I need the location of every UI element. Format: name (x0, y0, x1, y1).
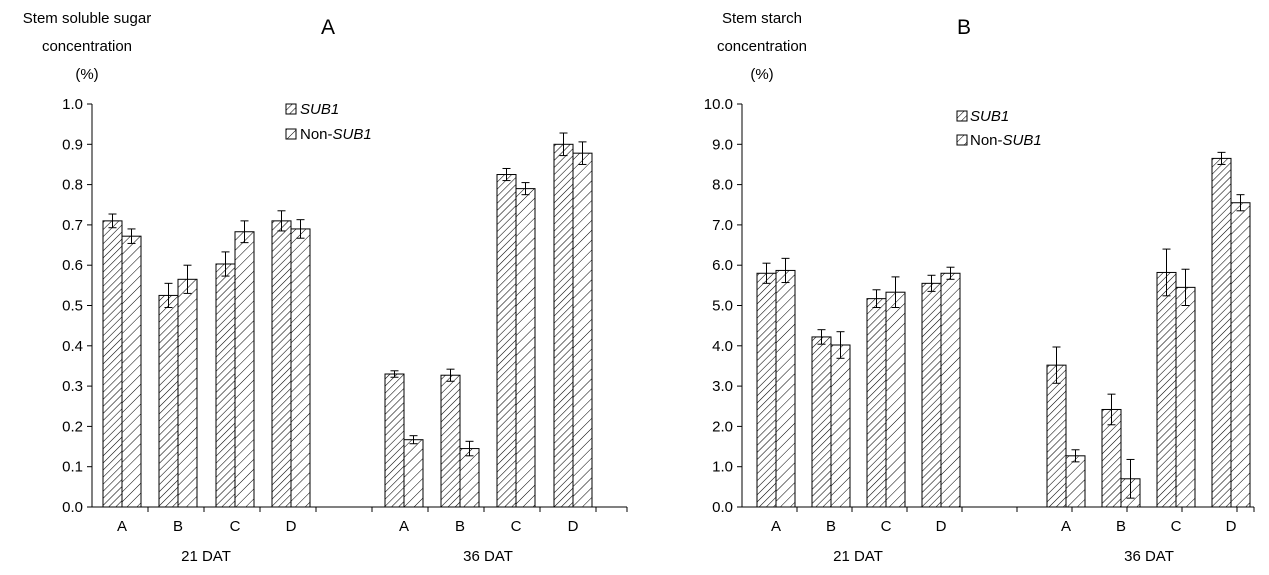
x-tick-label: A (1061, 518, 1071, 535)
x-tick-label: C (511, 518, 522, 535)
x-tick-label: D (286, 518, 297, 535)
y-tick-label: 1.0 (712, 459, 733, 476)
bar-sub1 (271, 220, 292, 508)
y-tick-label: 5.0 (712, 298, 733, 315)
legend-swatch-sub1 (956, 110, 968, 122)
bar-nonsub1 (121, 235, 142, 508)
panel-b: B Stem starch concentration (%) 0.0 1.0 2.… (704, 10, 1255, 565)
x-tick-label: C (1171, 518, 1182, 535)
x-tick-label: B (1116, 518, 1126, 535)
bar-sub1 (811, 336, 832, 508)
legend-swatch-nonsub1 (956, 134, 968, 146)
group-label: 36 DAT (1124, 548, 1174, 565)
y-axis-title-line: Stem soluble sugar (23, 10, 151, 27)
x-tick-label: C (230, 518, 241, 535)
bar-nonsub1 (1230, 202, 1251, 508)
x-tick-label: B (173, 518, 183, 535)
legend: SUB1 Non-SUB1 (956, 108, 1042, 149)
bar-nonsub1 (177, 278, 198, 508)
y-tick-label: 0.0 (712, 499, 733, 516)
y-tick-label: 8.0 (712, 177, 733, 194)
y-axis-title-line: (%) (75, 66, 98, 83)
bar-nonsub1 (940, 272, 961, 508)
legend-label-nonsub1: Non-SUB1 (300, 126, 372, 143)
legend-label-sub1: SUB1 (300, 101, 339, 118)
x-tick-label: D (936, 518, 947, 535)
x-tick-label: B (455, 518, 465, 535)
y-tick-label: 4.0 (712, 338, 733, 355)
legend-swatch-nonsub1 (285, 128, 297, 140)
y-tick-label: 0.6 (62, 257, 83, 274)
bar-sub1 (553, 143, 574, 508)
y-axis-title-line: (%) (750, 66, 773, 83)
x-tick-label: C (881, 518, 892, 535)
bar-nonsub1 (830, 344, 851, 508)
x-tick-label: A (771, 518, 781, 535)
x-tick-label: D (568, 518, 579, 535)
panel-label: A (321, 16, 335, 39)
bar-sub1 (1046, 364, 1067, 508)
y-tick-label: 1.0 (62, 96, 83, 113)
x-tick-label: A (399, 518, 409, 535)
bar-sub1 (102, 220, 123, 508)
y-tick-label: 0.8 (62, 177, 83, 194)
legend-label-sub1: SUB1 (970, 108, 1009, 125)
bar-sub1 (756, 272, 777, 508)
bar-sub1 (1211, 157, 1232, 508)
y-tick-label: 0.3 (62, 378, 83, 395)
y-tick-label: 3.0 (712, 378, 733, 395)
y-tick-label: 0.7 (62, 217, 83, 234)
bar-nonsub1 (515, 188, 536, 508)
bar-nonsub1 (885, 291, 906, 508)
panel-label: B (957, 16, 971, 39)
bar-nonsub1 (572, 152, 593, 508)
bar-nonsub1 (234, 231, 255, 508)
bar-nonsub1 (459, 448, 480, 508)
y-tick-label: 0.4 (62, 338, 83, 355)
bar-sub1 (158, 294, 179, 508)
legend-label-nonsub1: Non-SUB1 (970, 132, 1042, 149)
group-label: 36 DAT (463, 548, 513, 565)
y-tick-label: 0.1 (62, 459, 83, 476)
bar-nonsub1 (1175, 286, 1196, 508)
panel-a: A Stem soluble sugar concentration (%) 0… (23, 10, 628, 565)
bars (102, 132, 593, 508)
bar-sub1 (440, 374, 461, 508)
y-tick-label: 7.0 (712, 217, 733, 234)
bar-nonsub1 (290, 228, 311, 508)
legend: SUB1 Non-SUB1 (285, 101, 372, 143)
bar-sub1 (215, 263, 236, 508)
y-tick-label: 0.2 (62, 418, 83, 435)
y-axis-title-line: concentration (717, 38, 807, 55)
y-tick-label: 9.0 (712, 136, 733, 153)
y-tick-label: 0.5 (62, 298, 83, 315)
bar-sub1 (384, 373, 405, 508)
x-tick-label: B (826, 518, 836, 535)
y-tick-label: 0.0 (62, 499, 83, 516)
axes: 0.0 1.0 2.0 3.0 4.0 5.0 6.0 7.0 8.0 9.0 10.0 A B C D A B… (704, 96, 1255, 565)
bar-nonsub1 (403, 439, 424, 508)
bar-nonsub1 (775, 269, 796, 508)
bar-sub1 (921, 282, 942, 508)
bar-sub1 (1156, 271, 1177, 508)
legend-swatch-sub1 (285, 103, 297, 115)
bar-sub1 (496, 174, 517, 508)
y-tick-label: 2.0 (712, 418, 733, 435)
axes: 0.0 0.1 0.2 0.3 0.4 0.5 0.6 0.7 0.8 0.9 1.0 A B C D A B C… (62, 96, 628, 565)
y-tick-label: 10.0 (704, 96, 733, 113)
y-axis-title-line: concentration (42, 38, 132, 55)
y-tick-label: 6.0 (712, 257, 733, 274)
y-tick-label: 0.9 (62, 136, 83, 153)
x-tick-label: A (117, 518, 127, 535)
bar-sub1 (866, 298, 887, 508)
group-label: 21 DAT (833, 548, 883, 565)
bars (756, 151, 1251, 508)
bar-nonsub1 (1065, 455, 1086, 508)
y-axis-title-line: Stem starch (722, 10, 802, 27)
group-label: 21 DAT (181, 548, 231, 565)
x-tick-label: D (1226, 518, 1237, 535)
